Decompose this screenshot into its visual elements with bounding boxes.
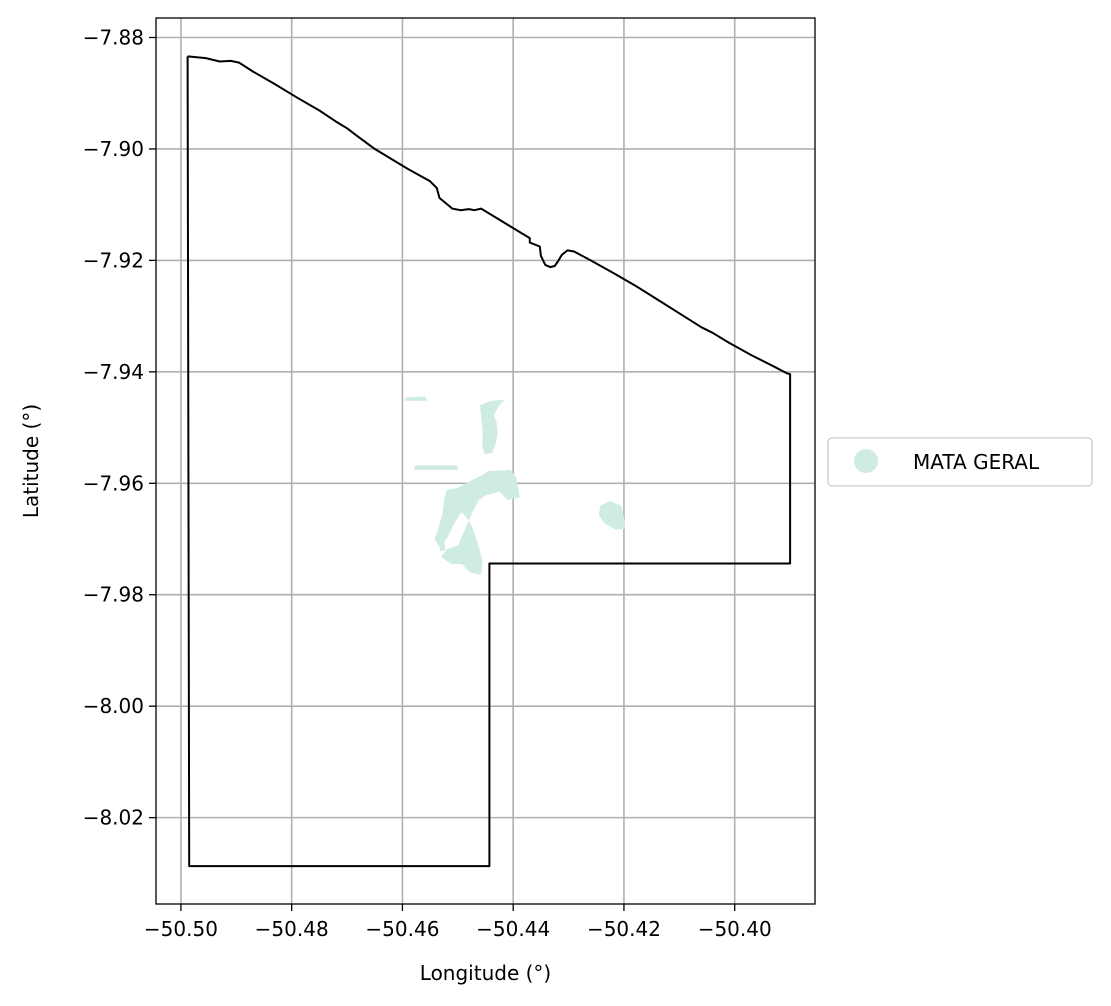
y-tick-label: −8.02	[83, 806, 144, 830]
x-tick-label: −50.42	[587, 917, 661, 941]
legend-marker-mata-geral	[854, 449, 878, 473]
y-tick-label: −7.88	[83, 26, 144, 50]
y-tick-label: −7.98	[83, 583, 144, 607]
y-axis-label: Latitude (°)	[19, 404, 43, 518]
legend-label-mata-geral: MATA GERAL	[913, 450, 1040, 474]
mata-geral-patch	[405, 396, 428, 401]
legend: MATA GERAL	[827, 437, 1093, 487]
x-tick-label: −50.44	[476, 917, 550, 941]
municipality-boundary	[186, 55, 792, 868]
x-tick-label: −50.46	[365, 917, 439, 941]
plot-frame	[155, 17, 816, 905]
mata-geral-patch	[480, 399, 505, 455]
mata-geral-patch	[414, 465, 458, 470]
y-tick-label: −7.90	[83, 137, 144, 161]
y-tick-label: −7.92	[83, 248, 144, 272]
legend-box	[827, 437, 1093, 487]
x-axis-ticks: −50.50 −50.48 −50.46 −50.44 −50.42 −50.40	[144, 904, 772, 941]
y-tick-label: −8.00	[83, 694, 144, 718]
boundary-layer	[186, 55, 792, 868]
x-axis-label: Longitude (°)	[420, 961, 551, 985]
grid-lines	[156, 18, 815, 904]
x-tick-label: −50.48	[255, 917, 329, 941]
x-tick-label: −50.40	[698, 917, 772, 941]
mata-geral-patch	[434, 487, 464, 546]
y-tick-label: −7.94	[83, 360, 144, 384]
mata-geral-patch	[599, 501, 626, 530]
y-axis-ticks: −7.88 −7.90 −7.92 −7.94 −7.96 −7.98 −8.00 −8.02	[83, 26, 156, 830]
mata-geral-layer	[405, 396, 626, 575]
mata-geral-patch	[438, 539, 446, 552]
y-tick-label: −7.96	[83, 471, 144, 495]
x-tick-label: −50.50	[144, 917, 218, 941]
